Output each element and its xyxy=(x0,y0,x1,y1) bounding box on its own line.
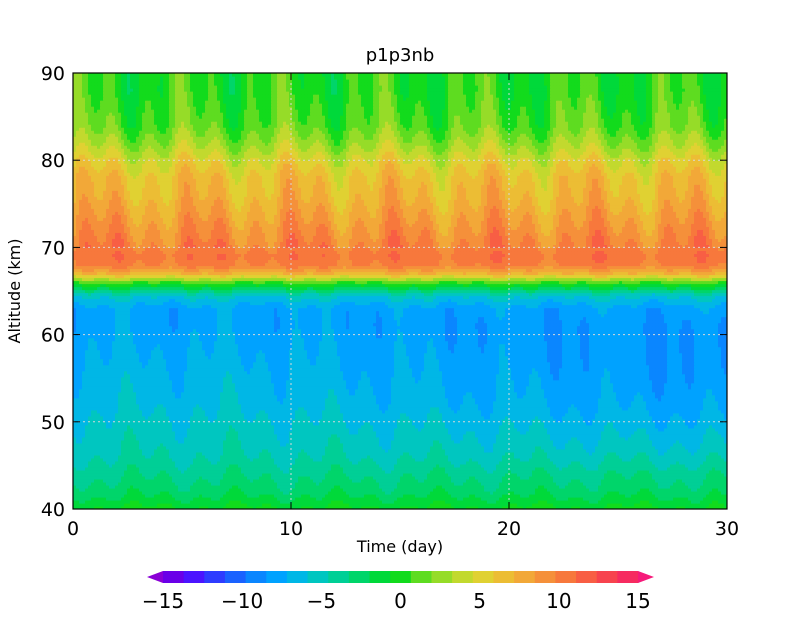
y-tick-label: 80 xyxy=(41,150,65,172)
colorbar-label: 5 xyxy=(473,589,486,613)
colorbar-swatch xyxy=(410,571,432,583)
x-tick-label: 30 xyxy=(715,518,739,540)
colorbar-swatch xyxy=(472,571,494,583)
y-axis-label: Altitude (km) xyxy=(5,239,24,344)
y-tick-label: 40 xyxy=(41,499,65,521)
x-tick-label: 0 xyxy=(67,518,79,540)
colorbar xyxy=(147,571,654,583)
colorbar-swatch xyxy=(555,571,577,583)
colorbar-swatch xyxy=(596,571,618,583)
colorbar-swatch xyxy=(514,571,536,583)
x-axis: 0 10 20 30 xyxy=(67,73,739,540)
colorbar-label: 10 xyxy=(546,589,571,613)
colorbar-swatch xyxy=(348,571,371,583)
colorbar-swatch xyxy=(286,571,309,583)
colorbar-swatch xyxy=(369,571,391,583)
grid-lines xyxy=(73,73,727,509)
colorbar-swatch xyxy=(390,571,412,583)
colorbar-swatch xyxy=(204,571,226,583)
colorbar-swatch xyxy=(617,571,639,583)
colorbar-label: 15 xyxy=(625,589,650,613)
colorbar-label: −10 xyxy=(221,589,263,613)
colorbar-label: −15 xyxy=(142,589,184,613)
x-tick-label: 20 xyxy=(497,518,521,540)
colorbar-swatch xyxy=(224,571,247,583)
colorbar-swatch xyxy=(534,571,556,583)
colorbar-label: −5 xyxy=(307,589,336,613)
x-axis-label: Time (day) xyxy=(356,537,443,556)
chart-title: p1p3nb xyxy=(366,45,435,66)
y-tick-label: 50 xyxy=(41,412,65,434)
colorbar-swatch xyxy=(245,571,267,583)
colorbar-swatch xyxy=(266,571,288,583)
colorbar-overflow xyxy=(638,571,654,583)
y-axis: 40 50 60 70 80 90 xyxy=(41,63,727,521)
colorbar-swatch xyxy=(183,571,205,583)
colorbar-swatch xyxy=(576,571,598,583)
colorbar-labels: −15 −10 −5 0 5 10 15 xyxy=(142,589,651,613)
plot-frame xyxy=(72,72,728,510)
y-tick-label: 90 xyxy=(41,63,65,85)
colorbar-swatch xyxy=(452,571,474,583)
colorbar-label: 0 xyxy=(394,589,407,613)
contour-field xyxy=(73,73,727,509)
y-tick-label: 60 xyxy=(41,325,65,347)
colorbar-underflow xyxy=(147,571,163,583)
colorbar-swatch xyxy=(307,571,329,583)
colorbar-swatch xyxy=(328,571,350,583)
colorbar-swatch xyxy=(431,571,453,583)
y-tick-label: 70 xyxy=(41,237,65,259)
x-tick-label: 10 xyxy=(279,518,303,540)
colorbar-swatch xyxy=(163,571,185,583)
colorbar-swatch xyxy=(493,571,515,583)
